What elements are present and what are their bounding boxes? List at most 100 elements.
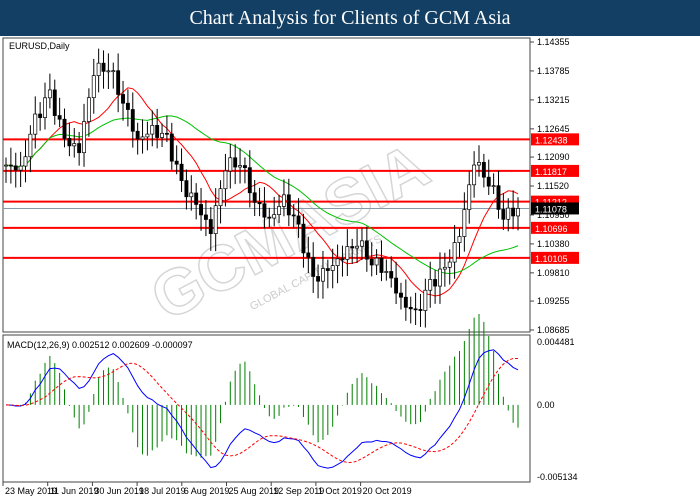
- y-tick-label: 1.10950: [537, 210, 570, 220]
- candle: [277, 206, 282, 215]
- candle: [403, 296, 408, 308]
- y-tick-label: 1.12090: [537, 152, 570, 162]
- candle: [481, 162, 486, 178]
- macd-y-tick-label: 0.004481: [537, 337, 575, 347]
- x-tick-label: 20 Oct 2019: [363, 486, 412, 496]
- candle: [111, 70, 116, 73]
- candle: [516, 208, 520, 217]
- candle: [301, 223, 306, 254]
- y-tick-label: 1.09810: [537, 268, 570, 278]
- candle: [321, 268, 325, 282]
- candle: [272, 214, 277, 219]
- candle: [242, 165, 247, 169]
- candle: [233, 157, 238, 168]
- candle: [194, 192, 199, 205]
- candle: [399, 292, 403, 298]
- candle: [160, 132, 164, 138]
- candle: [501, 209, 506, 220]
- price-panel: [2, 37, 531, 333]
- candle: [145, 133, 150, 138]
- candle: [311, 257, 316, 277]
- level-price-label: 1.10105: [535, 254, 568, 264]
- candle: [418, 309, 423, 311]
- x-tick-label: 30 Jun 2019: [94, 486, 144, 496]
- x-tick-label: 23 May 2019: [5, 486, 57, 496]
- svg-text:GCMASIA: GCMASIA: [139, 129, 440, 334]
- candle: [447, 261, 452, 268]
- candle: [82, 121, 86, 154]
- candle: [267, 216, 272, 219]
- candle: [257, 202, 262, 205]
- candle: [47, 89, 52, 99]
- y-tick-label: 1.13215: [537, 95, 570, 105]
- candle: [62, 118, 67, 139]
- y-tick-label: 1.08685: [537, 325, 570, 335]
- candle: [203, 214, 208, 220]
- candle: [238, 165, 243, 168]
- level-price-tag: [531, 221, 579, 234]
- candle: [350, 246, 355, 249]
- level-price-label: 1.11817: [535, 167, 567, 177]
- candle: [384, 271, 389, 273]
- current-price-label: 1.11078: [535, 204, 567, 214]
- y-tick-label: 1.10380: [537, 239, 570, 249]
- candle: [218, 188, 223, 207]
- candle: [496, 185, 501, 210]
- candle: [121, 94, 125, 104]
- candle: [18, 165, 23, 171]
- candle: [286, 194, 291, 216]
- candle: [291, 214, 296, 217]
- candle: [52, 89, 57, 116]
- candle: [213, 205, 218, 234]
- candle: [125, 102, 130, 110]
- candle: [8, 164, 13, 167]
- candle: [72, 143, 77, 147]
- signal-line: [5, 357, 519, 463]
- candle: [38, 113, 43, 118]
- candle: [316, 276, 321, 282]
- candle: [442, 266, 447, 270]
- candle: [135, 130, 140, 140]
- candle: [140, 136, 145, 140]
- candle: [199, 204, 203, 216]
- candle: [433, 279, 438, 287]
- candle: [428, 279, 433, 291]
- candle: [364, 240, 369, 260]
- candle: [150, 125, 155, 135]
- candle: [486, 176, 491, 187]
- candle: [23, 156, 28, 167]
- candle: [247, 167, 252, 194]
- candle: [13, 165, 18, 171]
- candle: [472, 164, 477, 186]
- level-price-label: 1.12438: [535, 135, 568, 145]
- slow-moving-average-line: [5, 115, 519, 274]
- y-tick-label: 1.12645: [537, 124, 570, 134]
- x-tick-label: 6 Aug 2019: [184, 486, 230, 496]
- candle: [296, 215, 301, 225]
- candle: [506, 207, 511, 220]
- macd-label: MACD(12,26,9) 0.002512 0.002609 -0.00009…: [7, 340, 193, 350]
- candle: [408, 306, 413, 310]
- candle: [184, 180, 189, 198]
- current-price-tag: [531, 202, 579, 215]
- candle: [155, 125, 160, 138]
- candle: [306, 252, 311, 258]
- candle: [281, 194, 286, 207]
- candle: [130, 109, 135, 132]
- y-tick-label: 1.09255: [537, 296, 570, 306]
- candle: [345, 246, 350, 260]
- candle: [179, 163, 184, 181]
- candle: [369, 258, 374, 266]
- candle: [33, 113, 38, 135]
- level-price-label: 1.10696: [535, 224, 568, 234]
- candle: [511, 207, 516, 217]
- candle: [340, 258, 345, 261]
- macd-line: [5, 349, 519, 469]
- candle: [462, 209, 467, 237]
- candle: [379, 257, 384, 273]
- fast-moving-average-line: [5, 87, 519, 297]
- candle: [86, 97, 91, 122]
- macd-panel: [2, 334, 531, 483]
- macd-y-tick-label: -0.005134: [537, 472, 578, 482]
- macd-y-tick-label: 0.00: [537, 400, 555, 410]
